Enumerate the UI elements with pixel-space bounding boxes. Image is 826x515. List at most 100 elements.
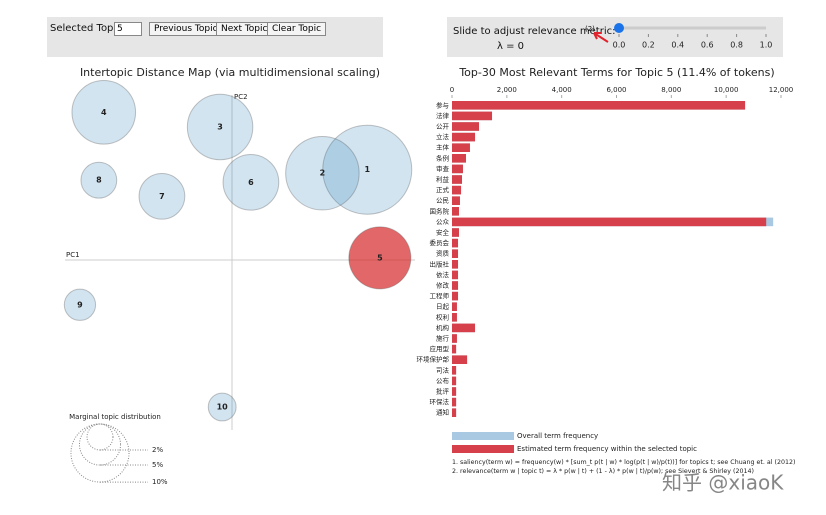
topic-label: 7 bbox=[159, 192, 165, 201]
term-bar bbox=[452, 217, 767, 227]
term-label: 出版社 bbox=[430, 259, 450, 268]
term-label: 应用型 bbox=[430, 344, 450, 353]
x-tick-label: 8,000 bbox=[661, 86, 681, 94]
term-label: 安全 bbox=[436, 228, 450, 237]
term-label: 日起 bbox=[436, 303, 450, 311]
size-legend-label: 5% bbox=[152, 461, 163, 469]
slider-handle bbox=[614, 23, 624, 33]
term-bar bbox=[452, 249, 459, 258]
prev-button[interactable]: Previous Topic bbox=[149, 22, 223, 36]
term-label: 公开 bbox=[436, 123, 450, 131]
chart-title: Intertopic Distance Map (via multidimens… bbox=[80, 66, 380, 79]
term-label: 委员会 bbox=[430, 238, 450, 247]
footnote: 2. relevance(term w | topic t) = λ * p(w… bbox=[452, 468, 754, 475]
term-label: 公众 bbox=[436, 218, 450, 226]
term-label: 批评 bbox=[436, 387, 450, 396]
term-bar bbox=[452, 313, 457, 322]
x-tick-label: 2,000 bbox=[497, 86, 517, 94]
slider-note: (2) bbox=[585, 25, 595, 33]
topic-label: 2 bbox=[320, 169, 326, 178]
topic-bubble bbox=[71, 79, 137, 145]
term-label: 环境保护部 bbox=[417, 355, 450, 364]
topic-input[interactable]: 5 bbox=[114, 22, 142, 36]
x-tick-label: 4,000 bbox=[552, 86, 572, 94]
term-label: 法律 bbox=[436, 111, 450, 120]
term-bar bbox=[452, 387, 457, 396]
legend-swatch bbox=[452, 445, 514, 453]
term-bar bbox=[452, 164, 463, 174]
topic-bubble bbox=[348, 226, 412, 290]
term-label: 司法 bbox=[436, 365, 450, 374]
term-bar bbox=[452, 175, 463, 184]
term-bar bbox=[452, 228, 459, 237]
footnote: 1. saliency(term w) = frequency(w) * [su… bbox=[452, 459, 795, 466]
topic-bubble bbox=[285, 135, 360, 211]
term-label: 公布 bbox=[436, 376, 450, 385]
next-button[interactable]: Next Topic bbox=[216, 22, 273, 36]
size-legend-circle bbox=[86, 423, 114, 451]
term-bar bbox=[452, 196, 460, 205]
topic-bubble bbox=[322, 124, 413, 215]
term-bar bbox=[452, 334, 457, 343]
term-label: 条例 bbox=[436, 153, 449, 162]
topic-label: 10 bbox=[217, 403, 229, 412]
x-tick-label: 0 bbox=[450, 86, 454, 94]
topic-label: 9 bbox=[77, 300, 83, 309]
term-bar bbox=[452, 154, 466, 163]
slider-tick-label: 0.0 bbox=[613, 41, 626, 50]
term-bar bbox=[452, 207, 459, 216]
chart-title: Top-30 Most Relevant Terms for Topic 5 (… bbox=[458, 66, 774, 79]
term-bar bbox=[452, 366, 457, 375]
term-bar bbox=[452, 302, 457, 311]
topic-label: 1 bbox=[364, 165, 370, 174]
topic-label: 3 bbox=[217, 123, 223, 132]
term-label: 主体 bbox=[436, 143, 450, 152]
lambda-panel bbox=[447, 17, 783, 57]
topic-bubble bbox=[63, 288, 97, 321]
term-label: 国务院 bbox=[430, 206, 450, 215]
x-axis-label: PC1 bbox=[66, 251, 80, 259]
legend-label: Estimated term frequency within the sele… bbox=[517, 445, 697, 453]
slider-label: Slide to adjust relevance metric: bbox=[453, 26, 616, 37]
size-legend-label: 10% bbox=[152, 478, 168, 486]
term-bar bbox=[452, 281, 459, 290]
x-tick-label: 6,000 bbox=[606, 86, 626, 94]
topic-label: 5 bbox=[377, 253, 383, 262]
term-label: 正式 bbox=[436, 185, 450, 194]
term-label: 工程师 bbox=[430, 291, 450, 300]
size-legend-label: 2% bbox=[152, 446, 163, 454]
term-label: 通知 bbox=[436, 408, 449, 417]
size-legend-title: Marginal topic distribution bbox=[69, 413, 161, 421]
topic-label: 6 bbox=[248, 178, 254, 187]
x-tick-label: 12,000 bbox=[769, 86, 794, 94]
term-bar bbox=[452, 260, 459, 269]
topic-bubble bbox=[222, 153, 280, 211]
clear-button[interactable]: Clear Topic bbox=[267, 22, 327, 36]
size-legend-circle bbox=[78, 423, 122, 466]
term-label: 依法 bbox=[436, 270, 450, 279]
annotation-arrow bbox=[593, 32, 609, 43]
legend-swatch bbox=[452, 432, 514, 440]
term-label: 资质 bbox=[436, 249, 450, 258]
x-tick-label: 10,000 bbox=[714, 86, 739, 94]
term-bar bbox=[452, 397, 457, 407]
term-bar bbox=[452, 122, 480, 131]
topic-bubble bbox=[186, 93, 254, 161]
term-label: 审查 bbox=[436, 164, 450, 173]
term-label: 参与 bbox=[436, 100, 449, 109]
topic-label: 8 bbox=[96, 176, 102, 185]
slider-tick-label: 0.2 bbox=[642, 41, 655, 50]
term-bar bbox=[452, 270, 459, 280]
term-label: 机构 bbox=[436, 323, 450, 332]
slider-tick-label: 0.4 bbox=[671, 41, 684, 50]
topic-bubble bbox=[80, 161, 118, 199]
lambda-label: λ = 0 bbox=[497, 41, 525, 52]
term-bar bbox=[452, 111, 493, 121]
term-label: 权利 bbox=[436, 312, 449, 321]
term-bar bbox=[452, 376, 457, 386]
topic-bubble bbox=[207, 392, 237, 422]
term-label: 公民 bbox=[436, 197, 449, 205]
term-label: 利益 bbox=[436, 175, 450, 184]
watermark: 知乎 @xiaoK bbox=[662, 471, 784, 495]
